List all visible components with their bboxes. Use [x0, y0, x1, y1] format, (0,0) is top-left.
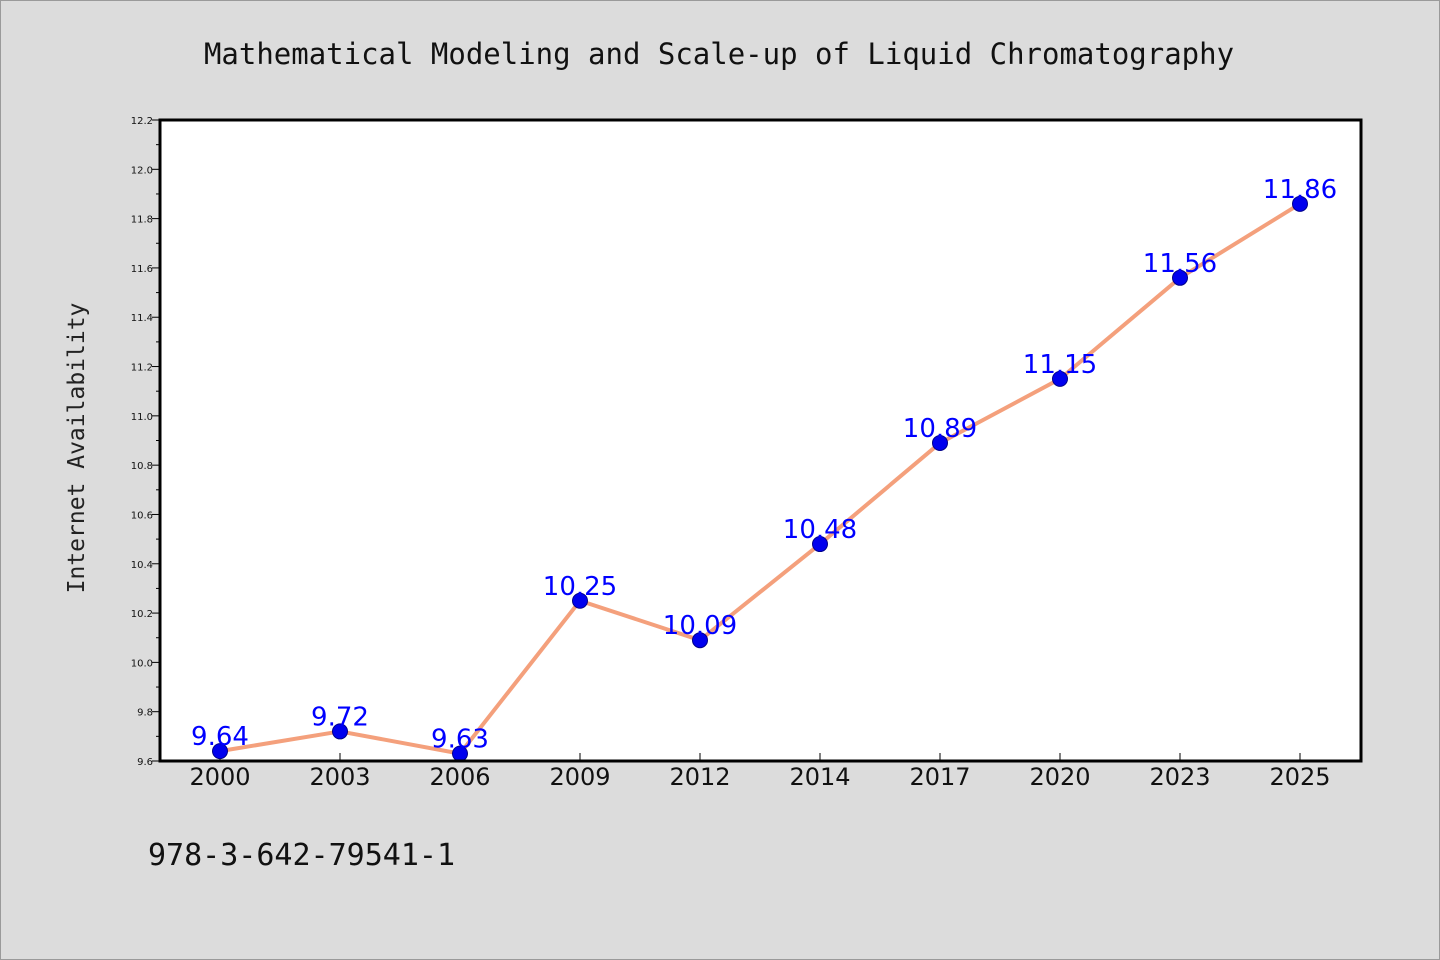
- x-tick-label: 2014: [789, 763, 850, 791]
- data-labels: 9.64 9.72 9.63 10.25 10.09 10.48 10.89 11.15 11.…: [191, 175, 1337, 755]
- x-tick-label: 2017: [909, 763, 970, 791]
- y-tick-label: 10.8: [131, 461, 153, 472]
- data-label: 10.09: [663, 611, 737, 641]
- x-tick-label: 2006: [429, 763, 490, 791]
- y-tick-label: 12.2: [131, 116, 153, 127]
- y-tick-label: 10.0: [131, 658, 153, 669]
- x-tick-label: 2020: [1029, 763, 1090, 791]
- y-tick-label: 11.8: [131, 215, 153, 226]
- series-line-group: [212, 195, 1308, 762]
- y-tick-label: 9.8: [137, 708, 153, 719]
- plot-border: [158, 118, 1363, 763]
- y-tick-label: 10.2: [131, 609, 153, 620]
- x-tick-label: 2003: [309, 763, 370, 791]
- data-point: [212, 743, 228, 760]
- x-tick-label: 2012: [669, 763, 730, 791]
- data-label: 10.25: [543, 572, 617, 602]
- x-tick-label: 2023: [1149, 763, 1210, 791]
- data-label: 9.63: [431, 725, 489, 755]
- data-label: 11.56: [1143, 249, 1217, 279]
- y-tick-label: 10.4: [131, 560, 153, 571]
- data-point: [1172, 269, 1188, 286]
- y-tick-label: 11.0: [131, 412, 153, 423]
- data-point: [1292, 195, 1308, 212]
- plot-area: [160, 120, 1361, 761]
- y-tick-label: 10.6: [131, 510, 153, 521]
- x-tick-label: 2000: [189, 763, 250, 791]
- chart-title: Mathematical Modeling and Scale-up of Li…: [204, 37, 1234, 71]
- data-point: [572, 592, 588, 609]
- series-line: [218, 201, 1302, 756]
- data-point: [812, 536, 828, 553]
- isbn-text: 978-3-642-79541-1: [148, 838, 455, 873]
- data-label: 9.64: [191, 722, 249, 752]
- data-point: [692, 632, 708, 649]
- data-point: [332, 723, 348, 740]
- data-label: 11.15: [1023, 350, 1097, 380]
- data-label: 9.72: [311, 702, 369, 732]
- data-label: 10.48: [783, 515, 857, 545]
- data-label: 11.86: [1263, 175, 1337, 205]
- y-axis: 9.6 9.8 10.0 10.2 10.4 10.6 10.8 11.0 11.2 11.4 11…: [131, 116, 160, 768]
- data-label: 10.89: [903, 414, 977, 444]
- y-tick-label: 9.6: [137, 757, 153, 768]
- data-point: [932, 434, 948, 451]
- y-tick-label: 11.6: [131, 264, 153, 275]
- y-axis-label: Internet Availability: [64, 303, 90, 594]
- y-tick-label: 11.2: [131, 363, 153, 374]
- x-axis: 2000 2003 2006 2009 2012 2014 2017 2020 2023 2025: [189, 753, 1331, 791]
- x-tick-label: 2009: [549, 763, 610, 791]
- y-tick-label: 11.4: [131, 313, 153, 324]
- data-point: [1052, 370, 1068, 387]
- x-tick-label: 2025: [1269, 763, 1330, 791]
- y-tick-label: 12.0: [131, 165, 153, 176]
